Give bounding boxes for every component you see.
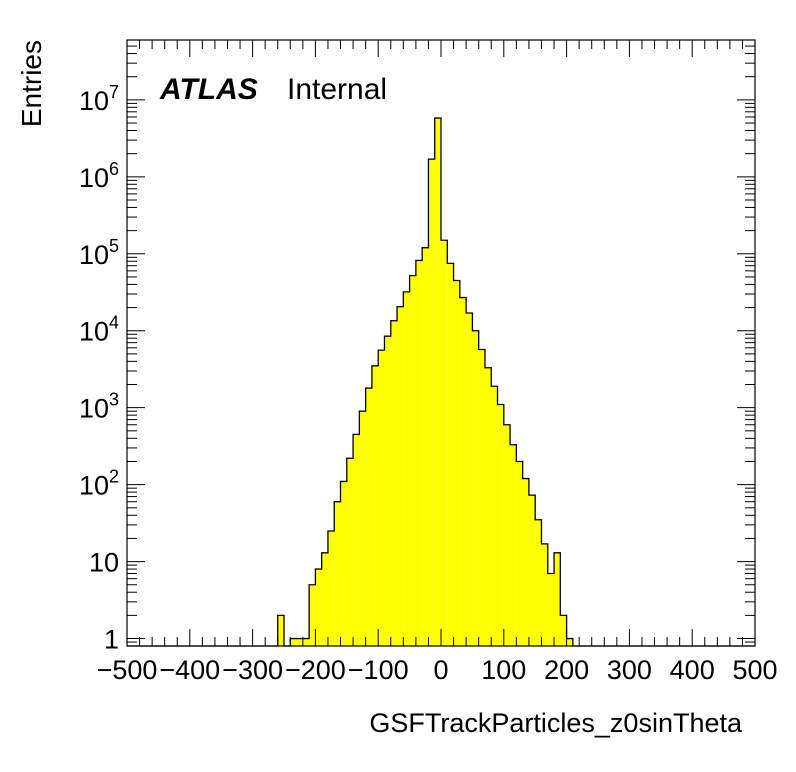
histogram-bar <box>309 584 316 646</box>
histogram-bar <box>478 349 485 646</box>
histogram-bar <box>327 530 335 646</box>
histogram-bar <box>516 461 523 646</box>
histogram-bar <box>353 434 360 646</box>
histogram-bar <box>447 263 454 646</box>
y-tick-label: 103 <box>79 390 119 424</box>
histogram-bar <box>428 159 435 646</box>
histogram-bar <box>547 573 555 646</box>
histogram-bar <box>409 275 416 646</box>
y-tick-label: 10 <box>89 548 119 578</box>
x-tick-label: 400 <box>670 655 715 685</box>
histogram-bar <box>321 552 328 646</box>
histogram-bar <box>302 638 310 646</box>
histogram-bar <box>497 404 504 646</box>
histogram-bar <box>535 519 542 646</box>
histogram-bar <box>384 336 391 646</box>
atlas-label: ATLAS <box>159 73 258 106</box>
histogram-bar <box>340 481 347 646</box>
histogram-bar <box>522 478 529 646</box>
x-tick-label: 100 <box>481 655 526 685</box>
histogram-bar <box>510 444 517 646</box>
x-tick-label: −100 <box>348 655 409 685</box>
histogram-bar <box>503 424 511 646</box>
histogram-bar <box>566 638 573 646</box>
y-tick-label: 1 <box>104 625 119 655</box>
x-tick-label: −200 <box>285 655 346 685</box>
histogram-bar <box>315 569 322 646</box>
histogram-bar <box>554 552 561 646</box>
histogram-bar <box>378 350 385 646</box>
x-tick-label: −300 <box>222 655 283 685</box>
histogram-bar <box>290 638 297 646</box>
x-tick-labels: −500 −400 −300 −200 −100 0 100 200 300 400 500 <box>97 655 778 685</box>
y-tick-label: 107 <box>79 82 119 116</box>
histogram-bar <box>422 247 429 646</box>
y-tick-label: 104 <box>79 313 119 347</box>
histogram-bar <box>277 615 284 646</box>
x-tick-label: 300 <box>607 655 652 685</box>
x-tick-label: 200 <box>544 655 589 685</box>
histogram-bar <box>453 280 460 646</box>
histogram-bar <box>560 615 567 646</box>
histogram-bar <box>390 320 398 646</box>
histogram-bar <box>434 118 441 646</box>
histogram-bar <box>466 313 473 646</box>
histogram-bar <box>365 388 372 646</box>
histogram-bar <box>415 260 423 646</box>
histogram-bar <box>359 411 366 646</box>
histogram-bar <box>403 291 410 646</box>
internal-label: Internal <box>287 73 387 106</box>
histogram-bar <box>371 365 379 646</box>
histogram-bar <box>484 367 492 646</box>
x-tick-label: 0 <box>433 655 448 685</box>
x-axis-label: GSFTrackParticles_z0sinTheta <box>369 708 743 738</box>
x-tick-label: −500 <box>97 655 158 685</box>
histogram-bar <box>334 501 341 646</box>
histogram-bar <box>541 543 548 646</box>
y-tick-label: 102 <box>79 467 119 501</box>
y-tick-label: 106 <box>79 159 119 193</box>
histogram-bar <box>528 495 536 646</box>
histogram-bar <box>346 458 354 646</box>
histogram-bar <box>491 386 498 646</box>
histogram-bar <box>397 306 404 646</box>
axis-ticks <box>126 39 756 647</box>
y-tick-labels: 1 10 102 103 104 105 106 107 <box>79 82 119 655</box>
x-tick-label: −400 <box>159 655 220 685</box>
y-tick-label: 105 <box>79 236 119 270</box>
histogram-bar <box>441 240 448 646</box>
histogram-bar <box>472 330 479 646</box>
x-tick-label: 500 <box>732 655 777 685</box>
histogram-bar <box>459 297 467 646</box>
y-axis-label: Entries <box>16 40 47 127</box>
histogram-bars <box>127 117 755 647</box>
histogram-bar <box>296 638 303 646</box>
